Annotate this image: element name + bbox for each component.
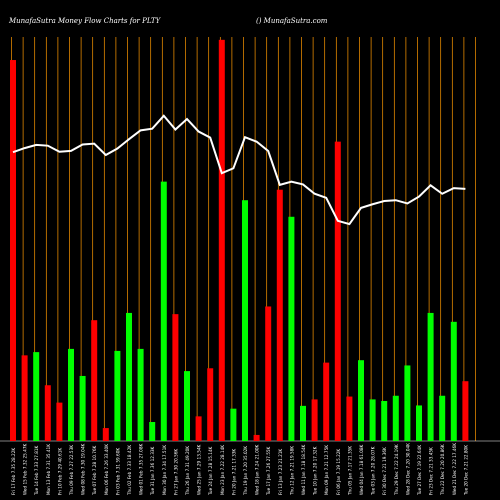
bar-up: [68, 348, 74, 441]
date-label: Wed 28 Dec 7.20 30.04K: [405, 443, 410, 495]
date-label: Wed 11 Jan 7.18 18.54K: [301, 444, 306, 495]
bar-down: [323, 362, 330, 441]
bar-up: [381, 401, 388, 441]
date-label: Tue 14 Feb 7.33 27.81K: [34, 445, 39, 496]
date-label: Fri 10 Feb 7.29 40.61K: [57, 448, 62, 495]
date-label: Fri 13 Jan 7.23 21.21K: [278, 449, 283, 495]
date-label: Wed 25 Jan 7.29 13.54K: [197, 444, 202, 495]
bar-down: [44, 385, 51, 441]
bar-up: [358, 360, 364, 441]
bar-up: [230, 408, 237, 441]
chart-title: MunafaSutra Money Flow Charts for PLTY: [9, 17, 161, 25]
date-label: Mon 09 Jan 7.21 12.75K: [324, 445, 329, 495]
date-label: Wed 15 Feb 7.32 25.47K: [23, 443, 28, 495]
date-label: Mon 30 Jan 7.34 17.51K: [162, 445, 167, 495]
bar-up: [33, 352, 40, 441]
bar-down: [265, 306, 272, 441]
date-label: Tue 10 Jan 7.20 17.32K: [313, 446, 318, 496]
bar-up: [137, 348, 144, 441]
date-label: Mon 13 Feb 7.31 35.41K: [46, 444, 51, 495]
bar-up: [439, 395, 446, 441]
bar-down: [346, 396, 353, 441]
bar-up: [300, 405, 306, 441]
money-flow-line: [12, 114, 466, 226]
bar-down: [102, 428, 109, 441]
bar-down: [207, 368, 214, 441]
bar-up: [288, 216, 295, 441]
date-label: Wed 21 Dec 7.22 17.46K: [452, 443, 457, 495]
date-label: Tue 27 Dec 7.19 22.64K: [417, 445, 422, 496]
bar-down: [218, 39, 225, 441]
bar-up: [416, 405, 422, 441]
bar-up: [149, 422, 156, 441]
bar-up: [79, 375, 86, 441]
bar-down: [195, 416, 202, 441]
bar-down: [21, 355, 28, 441]
bar-down: [334, 141, 341, 442]
bar-up: [242, 200, 248, 441]
date-label: Thu 02 Feb 7.33 18.42K: [127, 445, 132, 496]
date-label: Wed 18 Jan 7.24 21.00K: [255, 444, 260, 495]
date-label: Fri 27 Jan 7.30 20.56K: [173, 449, 178, 495]
date-label: Mon 23 Jan 7.22 28.14K: [220, 445, 225, 495]
chart-credit: () MunafaSutra.com: [256, 17, 328, 25]
date-label: Tue 17 Jan 7.26 27.55K: [266, 446, 271, 496]
bar-down: [91, 320, 98, 441]
date-label: Wed 04 Jan 7.18 61.08K: [359, 444, 364, 495]
date-label: Fri 03 Feb 7.31 59.60K: [115, 448, 120, 495]
bar-down: [462, 381, 469, 441]
bar-down: [311, 399, 318, 441]
bar-down: [253, 434, 260, 441]
date-label: Mon 06 Feb 7.26 33.40K: [104, 444, 109, 495]
date-label: Fri 30 Dec 7.21 19.36K: [382, 447, 387, 495]
bar-up: [427, 312, 434, 441]
date-label: Tue 31 Jan 7.36 12.33K: [150, 446, 155, 496]
date-label: Thu 26 Jan 7.31 49.20K: [185, 446, 190, 496]
bar-up: [392, 395, 399, 441]
date-label: Fri 20 Jan 7.21 17.33K: [231, 449, 236, 495]
bar-down: [276, 189, 283, 441]
date-label: Tue 07 Feb 7.28 10.76K: [92, 445, 97, 496]
date-label: Thu 22 Dec 7.20 20.86K: [440, 444, 445, 496]
bar-up: [404, 365, 411, 441]
date-label: Fri 06 Jan 7.19 15.22K: [336, 449, 341, 495]
date-label: Wed 08 Feb 7.30 19.04K: [81, 443, 86, 495]
date-label: Thu 29 Dec 7.22 24.19K: [394, 444, 399, 496]
date-label: Fri 17 Feb 7.35 28.22K: [11, 448, 16, 495]
bar-up: [369, 399, 376, 441]
bar-up: [126, 312, 132, 441]
bar-down: [10, 60, 16, 441]
date-label: Fri 23 Dec 7.21 33.45K: [429, 447, 434, 495]
bar-up: [160, 181, 167, 441]
date-label: Thu 09 Feb 7.27 22.53K: [69, 445, 74, 496]
date-label: Tue 03 Jan 7.20 28.07K: [371, 446, 376, 496]
date-label: Wed 01 Feb 7.35 27.08K: [139, 443, 144, 495]
bar-up: [450, 321, 457, 441]
date-label: Thu 12 Jan 7.21 19.58K: [289, 446, 294, 496]
bar-down: [172, 314, 179, 441]
date-label: Thu 05 Jan 7.17 21.35K: [347, 446, 352, 496]
bar-down: [56, 402, 63, 441]
bar-up: [184, 371, 190, 441]
date-label: Thu 19 Jan 7.20 35.02K: [243, 446, 248, 496]
bar-up: [114, 350, 121, 441]
date-label: Tue 24 Jan 7.28 15.14K: [208, 446, 213, 496]
date-label: Tue 20 Dec 7.21 22.80K: [463, 445, 468, 496]
